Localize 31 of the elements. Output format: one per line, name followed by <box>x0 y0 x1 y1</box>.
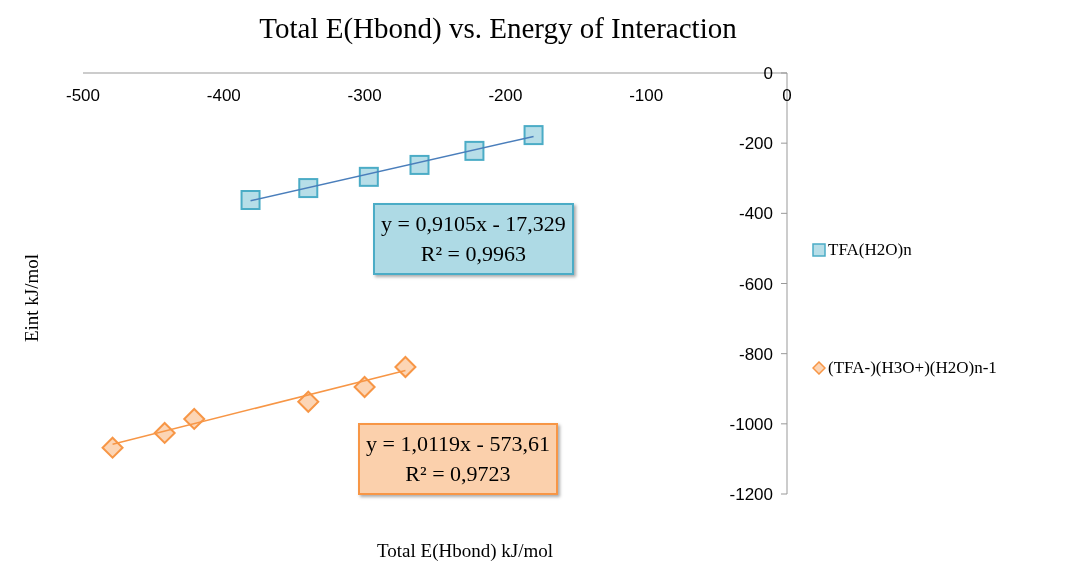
x-tick-label: -400 <box>206 86 241 106</box>
x-axis-title: Total E(Hbond) kJ/mol <box>376 540 554 562</box>
x-tick-label: -500 <box>65 86 101 106</box>
point <box>409 154 430 175</box>
y-tick-label: -800 <box>738 344 773 364</box>
y-tick-label: -600 <box>738 274 773 294</box>
x-tick-label: -100 <box>629 86 664 106</box>
point <box>298 178 319 199</box>
point <box>464 140 485 161</box>
point <box>240 190 261 210</box>
annotation: y = 0,9105x - 17,329 R² = 0,9963 <box>381 211 566 266</box>
x-tick-label: -300 <box>347 86 382 106</box>
y-tick-label: -1000 <box>729 414 773 434</box>
y-tick-label: 0 <box>763 64 773 84</box>
chart-title: Total E(Hbond) vs. Energy of Interaction <box>258 12 738 45</box>
legend-label: TFA(H2O)n <box>827 240 913 260</box>
y-tick-label: -400 <box>738 204 773 224</box>
point <box>297 390 320 413</box>
point <box>358 166 379 187</box>
point <box>523 125 544 146</box>
y-tick-label: -200 <box>738 134 773 154</box>
legend-label: (TFA-)(H3O+)(H2O)n-1 <box>827 358 997 378</box>
point <box>394 356 417 378</box>
x-tick-label: -200 <box>488 86 523 106</box>
y-axis-title: Eint kJ/mol <box>21 253 43 343</box>
point <box>183 407 206 430</box>
annotation: y = 1,0119x - 573,61 R² = 0,9723 <box>366 431 550 486</box>
point <box>353 376 376 398</box>
point <box>101 436 124 459</box>
y-tick-label: -1200 <box>729 485 773 505</box>
x-tick-label: 0 <box>782 86 792 106</box>
